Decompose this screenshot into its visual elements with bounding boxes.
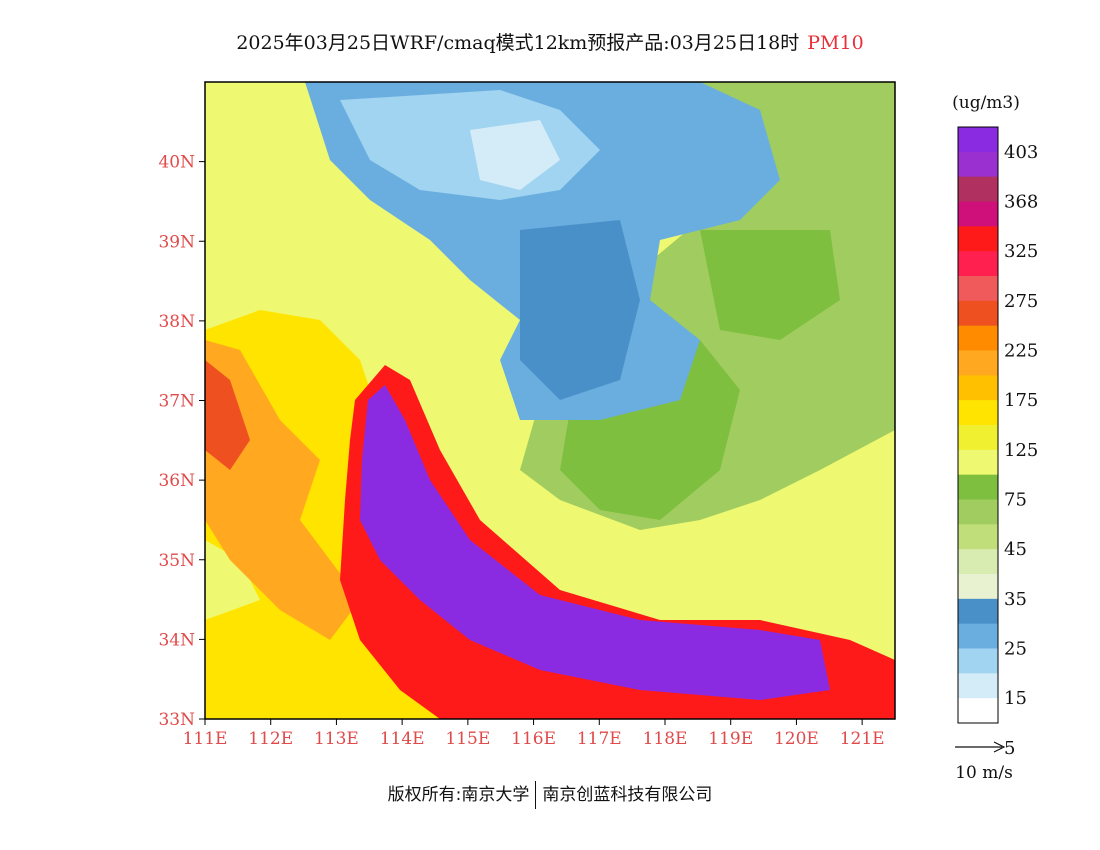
wind-scale-label: 10 m/s — [955, 763, 1013, 783]
legend-swatch — [958, 449, 998, 476]
legend-swatch — [958, 151, 998, 178]
legend-swatch — [958, 524, 998, 550]
title-text: 2025年03月25日WRF/cmaq模式12km预报产品:03月25日18时 — [236, 32, 800, 54]
latitude-axis: 40N 39N 38N 37N 36N 35N 34N 33N — [158, 153, 205, 730]
legend-swatch — [958, 226, 998, 252]
lat-label: 35N — [158, 551, 195, 571]
lat-label: 40N — [158, 153, 195, 173]
longitude-axis: 111E 112E 113E 114E 115E 116E 117E 118E 119E 120E… — [183, 719, 885, 749]
legend-swatch — [958, 574, 998, 600]
legend-swatch — [958, 127, 998, 153]
concentration-field — [205, 82, 895, 719]
legend-label: 368 — [1004, 192, 1038, 213]
legend-swatch — [958, 300, 998, 327]
lon-label: 117E — [577, 729, 622, 749]
legend-swatch — [958, 673, 998, 699]
legend-label: 35 — [1004, 589, 1027, 610]
lat-label: 38N — [158, 312, 195, 332]
copyright-left: 版权所有:南京大学 — [387, 785, 530, 805]
legend-swatch — [958, 648, 998, 674]
legend-swatch — [958, 276, 998, 302]
legend-label: 403 — [1004, 142, 1038, 163]
legend-swatch — [958, 474, 998, 500]
lon-label: 111E — [183, 729, 228, 749]
lon-label: 115E — [445, 729, 490, 749]
legend-swatch — [958, 375, 998, 401]
lon-label: 116E — [511, 729, 556, 749]
lat-label: 37N — [158, 392, 195, 412]
legend-label: 5 — [1004, 738, 1015, 759]
lon-label: 120E — [774, 729, 819, 749]
legend-unit: (ug/m3) — [952, 93, 1020, 113]
lon-label: 113E — [314, 729, 359, 749]
legend-swatch — [958, 325, 998, 351]
lat-label: 33N — [158, 710, 195, 730]
legend-swatch — [958, 499, 998, 525]
copyright-right: 南京创蓝科技有限公司 — [542, 785, 713, 805]
legend-swatch — [958, 176, 998, 202]
lon-label: 119E — [708, 729, 753, 749]
legend-swatch — [958, 400, 998, 426]
legend-label: 325 — [1004, 241, 1038, 262]
legend-swatch — [958, 425, 998, 451]
footer-divider — [535, 781, 537, 809]
lat-label: 34N — [158, 630, 195, 650]
legend-swatch — [958, 201, 998, 227]
lon-label: 112E — [248, 729, 293, 749]
legend-border — [957, 126, 999, 724]
lat-label: 36N — [158, 471, 195, 491]
lon-label: 121E — [840, 729, 885, 749]
legend-label: 125 — [1004, 440, 1038, 461]
legend-label: 175 — [1004, 390, 1038, 411]
wind-scale-arrow — [955, 741, 1006, 753]
lon-label: 118E — [643, 729, 688, 749]
lon-label: 114E — [380, 729, 425, 749]
legend-swatch — [958, 549, 998, 575]
color-legend — [957, 126, 999, 724]
legend-swatch — [958, 623, 998, 649]
legend-swatch — [958, 598, 998, 625]
legend-swatch — [958, 251, 998, 277]
legend-label: 45 — [1004, 539, 1027, 560]
legend-label: 275 — [1004, 291, 1038, 312]
legend-label: 225 — [1004, 341, 1038, 362]
copyright-footer: 版权所有:南京大学 南京创蓝科技有限公司 — [0, 780, 1100, 809]
legend-swatch — [958, 350, 998, 376]
legend-label: 25 — [1004, 639, 1027, 660]
legend-swatch — [958, 698, 998, 724]
legend-label: 15 — [1004, 688, 1027, 709]
map-title: 2025年03月25日WRF/cmaq模式12km预报产品:03月25日18时 P… — [0, 28, 1100, 55]
product-label: PM10 — [807, 32, 864, 54]
legend-label: 75 — [1004, 490, 1027, 511]
legend-labels: 403 368 325 275 225 175 125 75 45 35 25 15 5 — [1004, 142, 1038, 759]
lat-label: 39N — [158, 232, 195, 252]
